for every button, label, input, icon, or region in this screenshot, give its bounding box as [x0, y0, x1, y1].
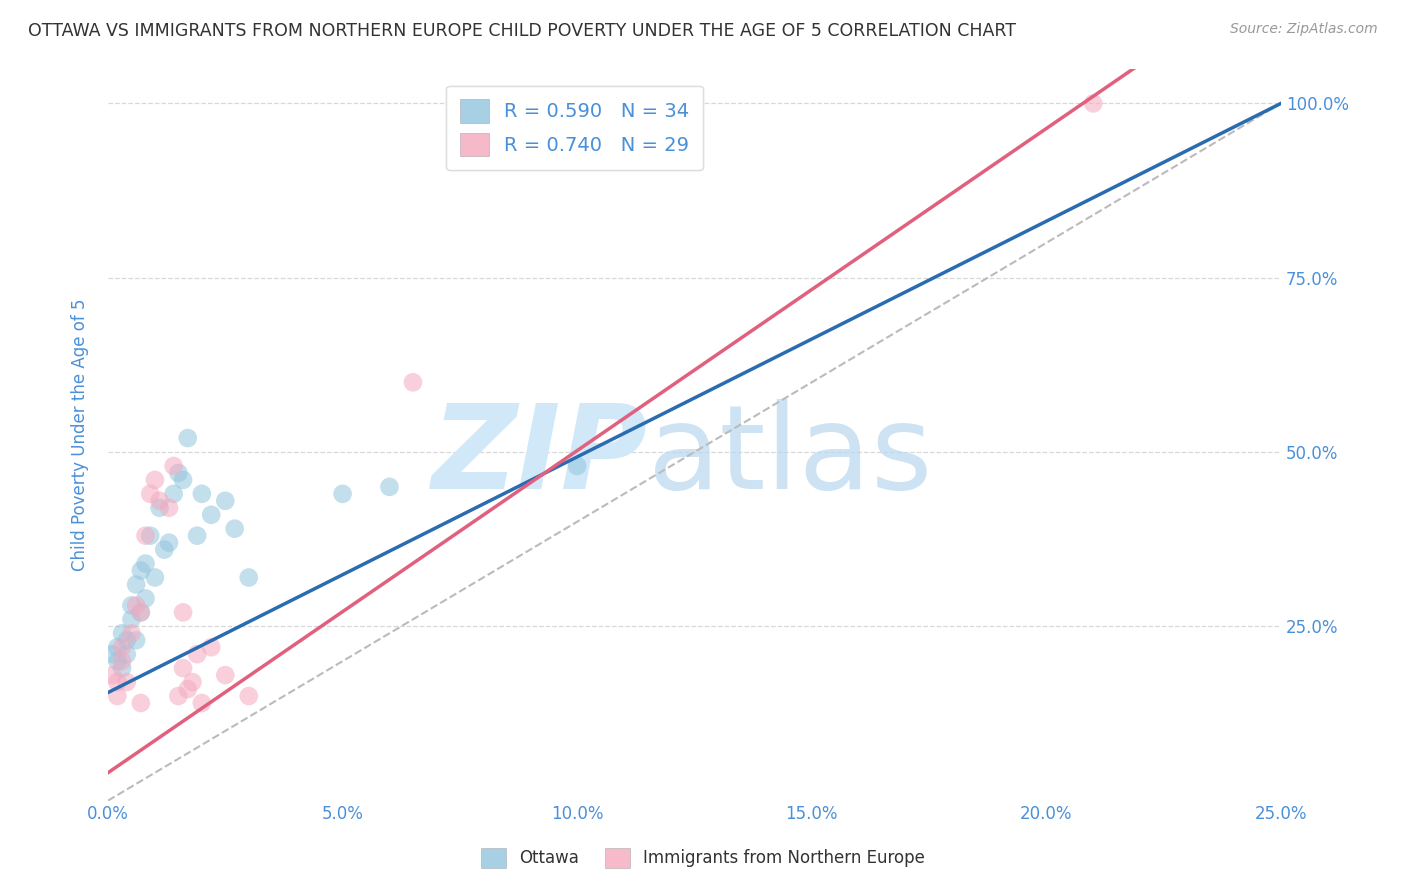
Point — [101, 668, 124, 682]
Point — [172, 661, 194, 675]
Point — [659, 96, 682, 111]
Text: ZIP: ZIP — [432, 399, 648, 514]
Point — [186, 529, 208, 543]
Legend: Ottawa, Immigrants from Northern Europe: Ottawa, Immigrants from Northern Europe — [475, 841, 931, 875]
Point — [191, 487, 214, 501]
Point — [101, 647, 124, 661]
Point — [129, 606, 152, 620]
Point — [200, 640, 222, 655]
Point — [111, 626, 134, 640]
Point — [163, 458, 186, 473]
Point — [157, 500, 180, 515]
Point — [125, 577, 148, 591]
Legend: R = 0.590   N = 34, R = 0.740   N = 29: R = 0.590 N = 34, R = 0.740 N = 29 — [446, 86, 703, 170]
Point — [105, 640, 128, 655]
Point — [163, 487, 186, 501]
Point — [191, 696, 214, 710]
Point — [120, 599, 142, 613]
Text: OTTAWA VS IMMIGRANTS FROM NORTHERN EUROPE CHILD POVERTY UNDER THE AGE OF 5 CORRE: OTTAWA VS IMMIGRANTS FROM NORTHERN EUROP… — [28, 22, 1017, 40]
Point — [115, 647, 138, 661]
Point — [125, 633, 148, 648]
Point — [105, 675, 128, 690]
Point — [238, 570, 260, 584]
Y-axis label: Child Poverty Under the Age of 5: Child Poverty Under the Age of 5 — [72, 298, 89, 571]
Point — [214, 493, 236, 508]
Point — [120, 626, 142, 640]
Point — [115, 633, 138, 648]
Point — [177, 681, 200, 696]
Point — [613, 96, 636, 111]
Point — [214, 668, 236, 682]
Point — [135, 529, 157, 543]
Point — [115, 675, 138, 690]
Point — [125, 599, 148, 613]
Point — [111, 654, 134, 668]
Point — [143, 570, 166, 584]
Point — [567, 458, 589, 473]
Point — [153, 542, 176, 557]
Text: atlas: atlas — [648, 399, 934, 514]
Point — [129, 696, 152, 710]
Point — [129, 564, 152, 578]
Point — [143, 473, 166, 487]
Point — [105, 689, 128, 703]
Point — [139, 529, 162, 543]
Point — [139, 487, 162, 501]
Point — [135, 557, 157, 571]
Point — [172, 606, 194, 620]
Point — [378, 480, 401, 494]
Point — [172, 473, 194, 487]
Point — [157, 535, 180, 549]
Point — [129, 606, 152, 620]
Point — [181, 675, 204, 690]
Point — [332, 487, 354, 501]
Point — [149, 500, 172, 515]
Point — [1083, 96, 1105, 111]
Point — [238, 689, 260, 703]
Point — [186, 647, 208, 661]
Point — [149, 493, 172, 508]
Point — [111, 640, 134, 655]
Point — [135, 591, 157, 606]
Text: Source: ZipAtlas.com: Source: ZipAtlas.com — [1230, 22, 1378, 37]
Point — [167, 466, 190, 480]
Point — [111, 661, 134, 675]
Point — [402, 376, 425, 390]
Point — [105, 654, 128, 668]
Point — [177, 431, 200, 445]
Point — [120, 612, 142, 626]
Point — [167, 689, 190, 703]
Point — [200, 508, 222, 522]
Point — [224, 522, 246, 536]
